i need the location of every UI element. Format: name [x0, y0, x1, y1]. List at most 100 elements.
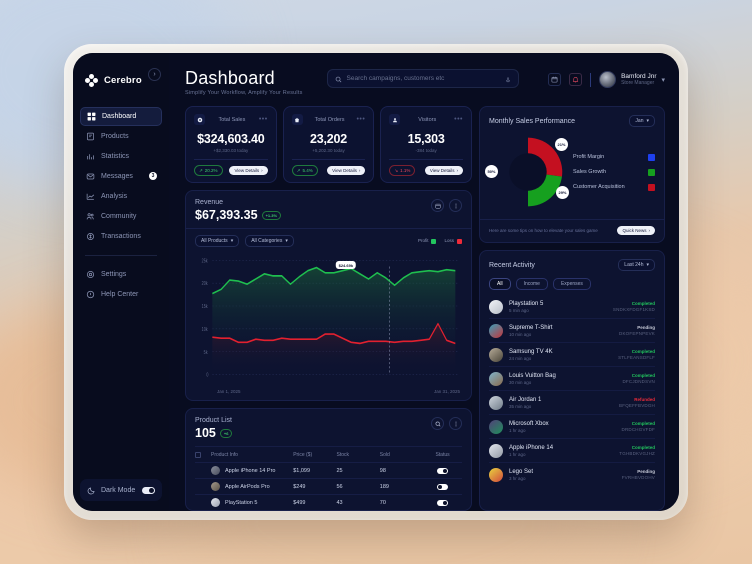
activity-status: Pending DKOFEPNPEVK — [619, 325, 655, 336]
table-row[interactable]: Apple AirPods Pro $249 56 189 — [195, 478, 462, 494]
column-status: Status — [435, 451, 450, 458]
stat-label: Total Orders — [314, 116, 345, 123]
stat-delta: +$2,330.03 today — [213, 148, 249, 153]
stat-menu-icon[interactable]: ••• — [454, 116, 464, 123]
view-details-button[interactable]: View Details › — [327, 166, 366, 175]
list-item[interactable]: Louis Vuitton Bag 30 min ago Completed D… — [489, 366, 655, 390]
legend-item-customer-acquisition: Customer Acquisition — [573, 183, 655, 191]
stat-menu-icon[interactable]: ••• — [258, 116, 268, 123]
view-details-button[interactable]: View Details › — [229, 166, 268, 175]
product-info-cell: PlayStation 5 — [211, 498, 293, 507]
sidebar-item-analysis[interactable]: Analysis — [80, 187, 162, 206]
table-header-row: Product Info Price ($) Stock Sold Status — [195, 446, 462, 462]
bell-icon[interactable] — [569, 73, 583, 86]
chevron-down-icon[interactable]: ▾ — [661, 76, 665, 84]
slice-label-customer-acquisition: 21% — [555, 138, 568, 151]
activity-code: DRDCHGVFDF — [621, 427, 655, 432]
activity-name: Apple iPhone 14 — [509, 444, 554, 451]
sidebar-item-help-center[interactable]: Help Center — [80, 285, 162, 304]
filter-all-products[interactable]: All Products ▾ — [195, 235, 240, 247]
table-row[interactable]: Apple iPhone 14 Pro $1,099 25 98 — [195, 462, 462, 478]
month-selector[interactable]: Jan ▾ — [629, 115, 655, 127]
mic-icon[interactable] — [505, 70, 511, 88]
more-vertical-icon[interactable] — [449, 199, 462, 212]
revenue-chart[interactable]: 25k 20k 15k 10k 5k 0 — [195, 252, 462, 387]
sidebar-item-label: Analysis — [101, 193, 128, 200]
sidebar-item-transactions[interactable]: Transactions — [80, 227, 162, 246]
product-status-toggle[interactable] — [423, 467, 462, 474]
avatar — [489, 299, 503, 314]
list-item[interactable]: Playstation 5 5 min ago Completed SNDKXF… — [489, 295, 655, 318]
table-row[interactable]: PlayStation 5 $499 43 70 — [195, 494, 462, 510]
sidebar-item-label: Help Center — [101, 291, 139, 298]
sidebar-divider — [85, 255, 157, 256]
svg-text:20k: 20k — [202, 280, 208, 287]
search-input[interactable] — [346, 75, 500, 82]
list-item[interactable]: Supreme T-Shirt 10 min ago Pending DKOFE… — [489, 318, 655, 342]
revenue-amount-row: $67,393.35 +1.3% — [195, 208, 282, 222]
revenue-title: Revenue — [195, 199, 224, 206]
list-item[interactable]: Lego Set 3 hr ago Pending FVRHBVDOHV — [489, 462, 655, 486]
activity-info: Air Jordan 1 35 min ago — [509, 397, 613, 409]
revenue-header: Revenue $67,393.35 +1.3% — [195, 199, 462, 222]
tablet-frame: Cerebro › Dashboard Products Statistics … — [64, 44, 688, 520]
bag-icon — [291, 114, 303, 125]
view-details-button[interactable]: View Details › — [424, 166, 464, 175]
product-status-toggle[interactable] — [423, 499, 462, 506]
activity-status: Completed SNDKXFDGF1KSD — [613, 301, 655, 312]
activity-code: STLFEANSDFLF — [618, 355, 655, 360]
sidebar-item-statistics[interactable]: Statistics — [80, 147, 162, 166]
sidebar-item-community[interactable]: Community — [80, 207, 162, 226]
list-item[interactable]: Apple iPhone 14 1 hr ago Completed TGHBD… — [489, 438, 655, 462]
status-badge: Pending — [637, 469, 655, 474]
sidebar-collapse-icon[interactable]: › — [148, 68, 161, 81]
activity-period-selector[interactable]: Last 24h ▾ — [618, 259, 655, 271]
select-all-checkbox[interactable] — [195, 451, 211, 458]
search-bar[interactable] — [326, 69, 519, 88]
box-icon — [86, 132, 95, 141]
list-item[interactable]: Air Jordan 1 35 min ago Refunded BFQEFFB… — [489, 390, 655, 414]
donut-chart[interactable]: 50% 21% 29% — [485, 133, 569, 211]
tab-expenses[interactable]: Expenses — [552, 278, 591, 290]
calendar-icon[interactable] — [548, 73, 562, 86]
status-badge: ↗ 5.4% — [291, 165, 318, 176]
stat-value: 15,303 — [407, 132, 445, 146]
more-vertical-icon[interactable] — [449, 417, 462, 430]
tab-income[interactable]: Income — [515, 278, 548, 290]
list-item[interactable]: Microsoft Xbox 1 hr ago Completed DRDCHG… — [489, 414, 655, 438]
user-text: Bamford Jnr Store Manager — [621, 73, 656, 87]
sidebar-item-label: Messages — [101, 173, 133, 180]
activity-info: Microsoft Xbox 1 hr ago — [509, 421, 616, 433]
tab-all[interactable]: All — [489, 278, 511, 290]
activity-time: 1 hr ago — [509, 451, 526, 457]
help-circle-icon — [86, 290, 95, 299]
quick-news-button[interactable]: Quick News › — [617, 226, 655, 235]
product-info-cell: Apple AirPods Pro — [211, 482, 293, 491]
product-sold: 189 — [379, 483, 389, 490]
sidebar-item-products[interactable]: Products — [80, 127, 162, 146]
activity-name: Air Jordan 1 — [509, 396, 542, 403]
sidebar-item-settings[interactable]: Settings — [80, 265, 162, 284]
stat-card-visitors[interactable]: Visitors ••• 15,303 -384 today ↘ 1.1% Vie… — [380, 106, 473, 183]
user-profile[interactable]: Bamford Jnr Store Manager ▾ — [599, 71, 665, 88]
page-title: Dashboard — [185, 68, 275, 88]
avatar — [489, 347, 503, 362]
activity-status: Completed TGHBDKVGJHZ — [619, 445, 655, 456]
search-icon[interactable] — [431, 417, 444, 430]
stat-card-total-orders[interactable]: Total Orders ••• 23,202 +5,202.30 today … — [282, 106, 375, 183]
calendar-icon[interactable] — [431, 199, 444, 212]
status-badge: Completed — [631, 445, 655, 450]
status-badge: Completed — [631, 349, 655, 354]
column-sold: Sold — [379, 451, 390, 458]
list-item[interactable]: Samsung TV 4K 24 min ago Completed STLFE… — [489, 342, 655, 366]
stat-menu-icon[interactable]: ••• — [356, 116, 366, 123]
filter-all-categories[interactable]: All Categories ▾ — [245, 235, 294, 247]
dark-mode-toggle[interactable]: Dark Mode — [80, 479, 162, 501]
status-badge: Completed — [631, 373, 655, 378]
product-status-toggle[interactable] — [423, 483, 462, 490]
stat-card-total-sales[interactable]: Total Sales ••• $324,603.40 +$2,330.03 t… — [185, 106, 277, 183]
dark-mode-switch[interactable] — [142, 486, 155, 494]
bar-chart-icon — [86, 152, 95, 161]
sidebar-item-dashboard[interactable]: Dashboard — [80, 107, 162, 126]
sidebar-item-messages[interactable]: Messages 3 — [80, 167, 162, 186]
